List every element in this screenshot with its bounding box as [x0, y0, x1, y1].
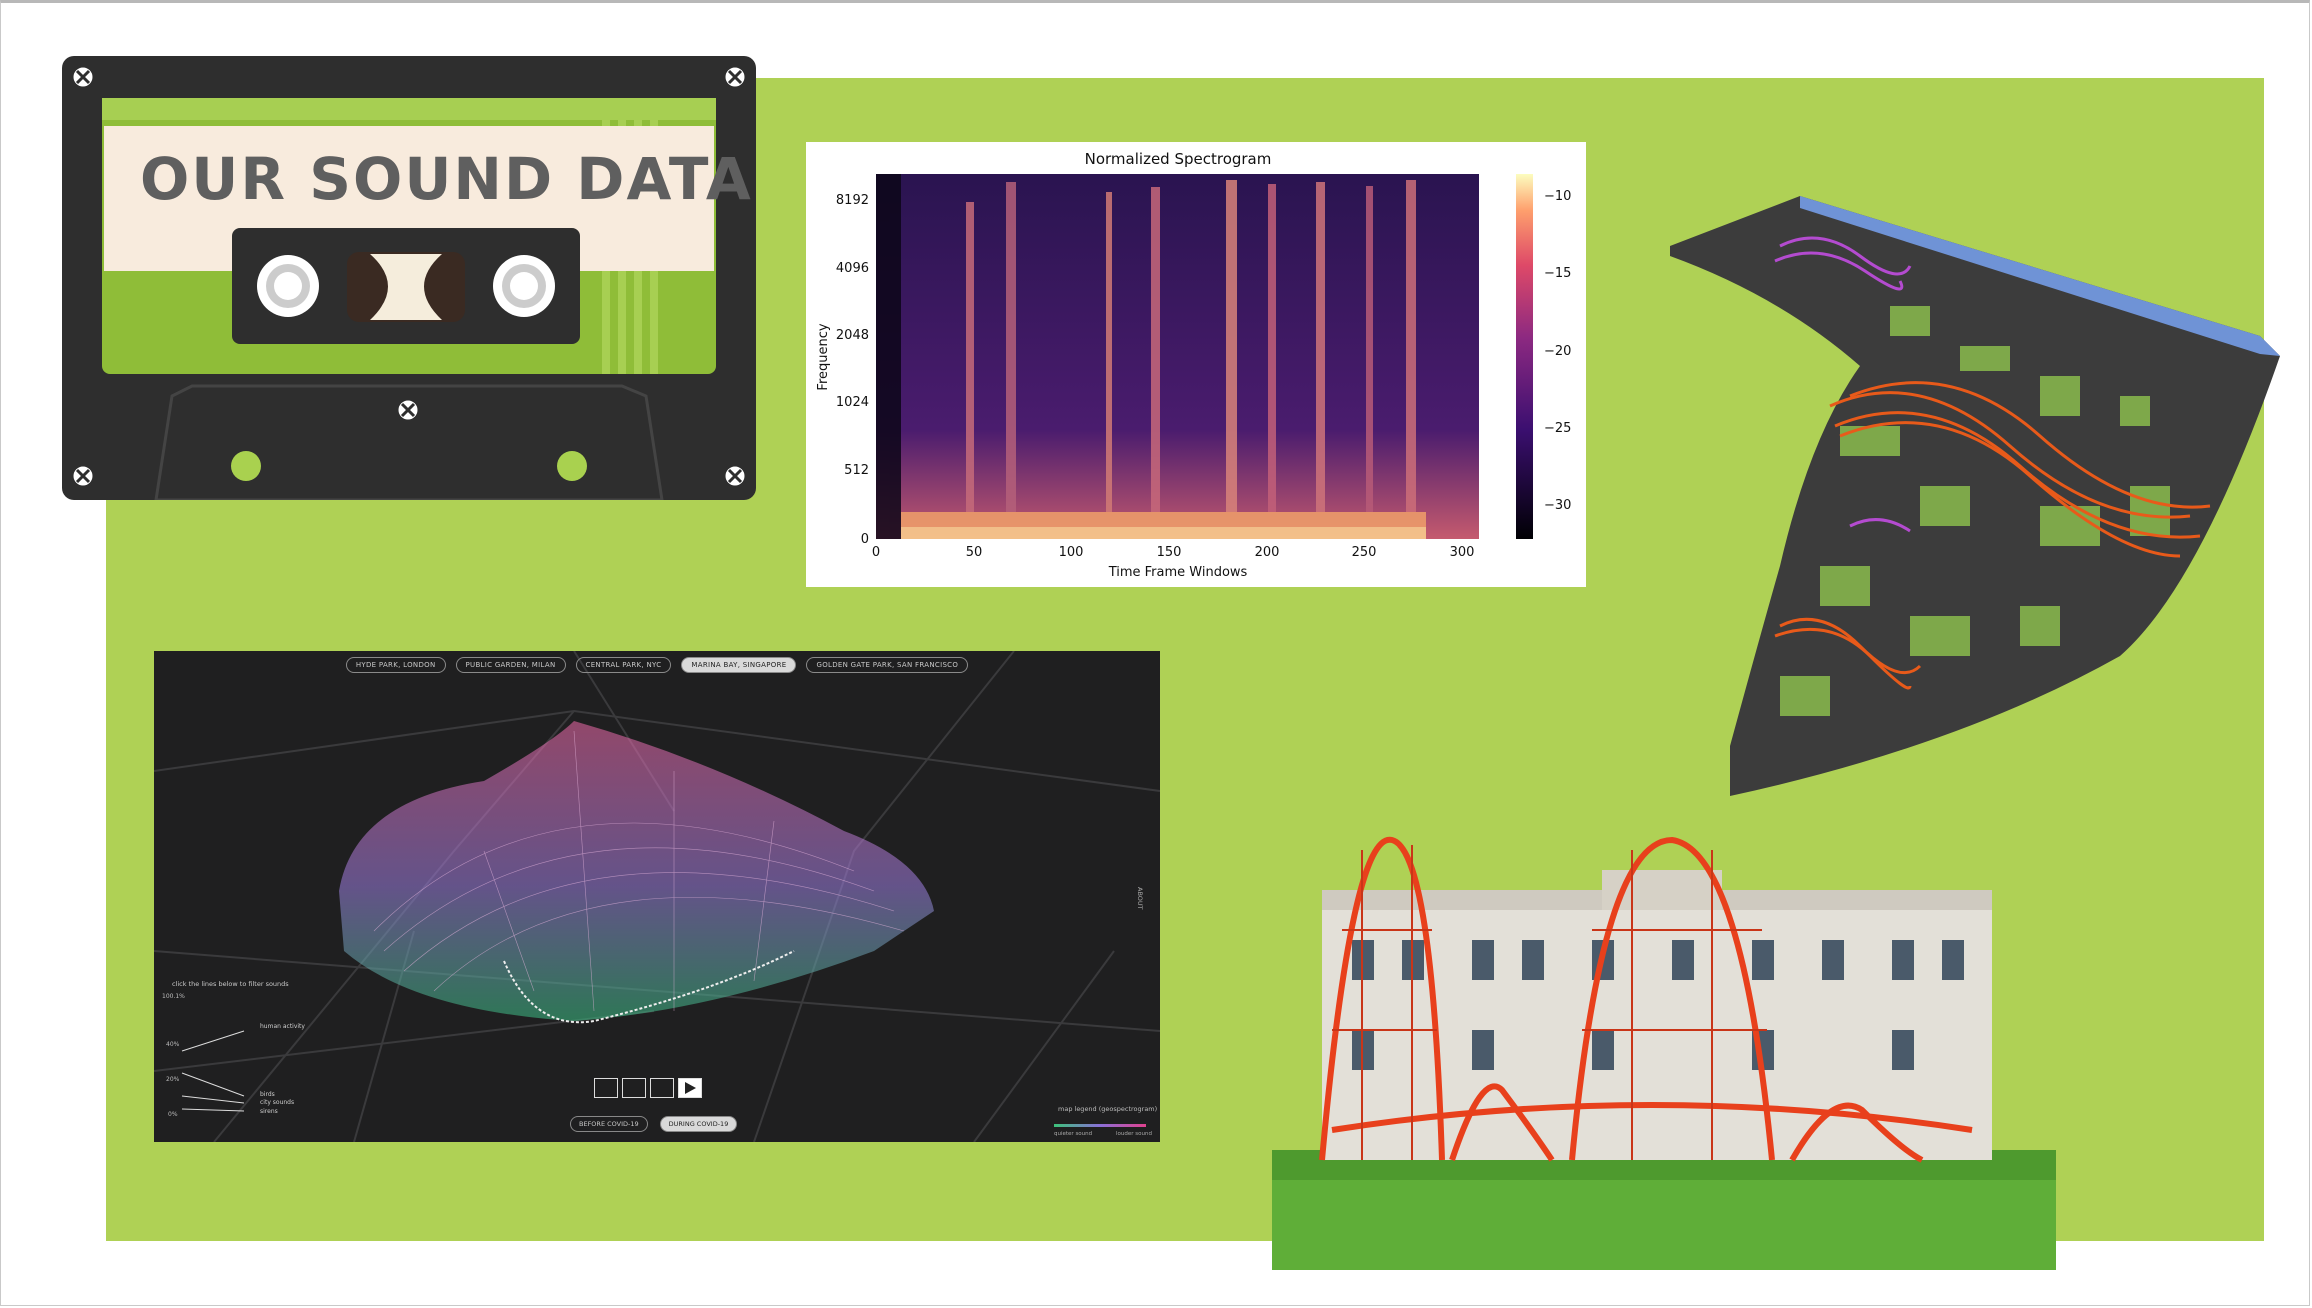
y-tick: 512 [844, 463, 869, 478]
x-tick: 100 [1059, 545, 1084, 560]
red-sculpture [1319, 836, 1973, 1163]
filter-line-birds[interactable]: birds [260, 1091, 275, 1098]
filter-line-human-activity[interactable]: human activity [260, 1023, 305, 1030]
legend-axis-label: 20% [166, 1076, 180, 1083]
colorbar-tick: −30 [1544, 498, 1571, 513]
filter-legend-title: click the lines below to filter sounds [172, 980, 289, 988]
map-legend-gradient [1054, 1124, 1146, 1127]
sound-mesh-surface [339, 721, 934, 1021]
campus-sound-map-graphic [1660, 186, 2290, 802]
colorbar-tick: −10 [1544, 189, 1571, 204]
colorbar [1516, 174, 1533, 539]
spectrogram-xlabel: Time Frame Windows [1108, 565, 1248, 580]
tab-public-garden[interactable]: PUBLIC GARDEN, MILAN [455, 657, 566, 673]
play-icon [685, 1082, 696, 1094]
loud-sound-ribbons [1774, 381, 2211, 690]
colorbar-tick: −20 [1544, 344, 1571, 359]
play-button[interactable] [678, 1078, 702, 1098]
building-sculpture-photo [1272, 830, 2056, 1270]
legend-axis-label: 0% [168, 1111, 178, 1118]
x-tick: 200 [1255, 545, 1280, 560]
spectrogram-figure: Normalized Spectrogram 0 512 1024 2048 4… [806, 142, 1586, 587]
during-covid-button[interactable]: DURING COVID-19 [659, 1116, 738, 1132]
x-tick: 150 [1157, 545, 1182, 560]
spectrogram-title: Normalized Spectrogram [1085, 150, 1272, 168]
spectrogram-ylabel: Frequency [816, 323, 831, 390]
tab-hyde-park[interactable]: HYDE PARK, LONDON [345, 657, 446, 673]
legend-axis-label: 40% [166, 1041, 180, 1048]
spectrogram-bands [876, 174, 1426, 539]
tab-golden-gate-park[interactable]: GOLDEN GATE PARK, SAN FRANCISCO [806, 657, 969, 673]
legend-axis-label: 100.1% [162, 993, 185, 1000]
x-tick: 300 [1450, 545, 1475, 560]
period-toggle: BEFORE COVID-19 DURING COVID-19 [570, 1116, 738, 1132]
x-tick: 250 [1352, 545, 1377, 560]
map-legend-low-label: quieter sound [1054, 1131, 1093, 1137]
geospectrogram-screenshot: HYDE PARK, LONDON PUBLIC GARDEN, MILAN C… [154, 651, 1160, 1142]
filter-line-sirens[interactable]: sirens [260, 1108, 278, 1115]
playback-controls [594, 1078, 702, 1098]
quiet-sound-ribbons [1774, 236, 1912, 533]
x-tick: 0 [872, 545, 880, 560]
area-shape-button-2[interactable] [622, 1078, 646, 1098]
x-tick: 50 [966, 545, 983, 560]
colorbar-tick: −25 [1544, 421, 1571, 436]
location-tabs: HYDE PARK, LONDON PUBLIC GARDEN, MILAN C… [154, 657, 1160, 673]
filter-line-city-sounds[interactable]: city sounds [260, 1099, 295, 1106]
about-link[interactable]: ABOUT [1136, 887, 1144, 910]
map-legend-high-label: louder sound [1116, 1131, 1152, 1137]
tab-marina-bay[interactable]: MARINA BAY, SINGAPORE [681, 657, 797, 673]
before-covid-button[interactable]: BEFORE COVID-19 [570, 1116, 648, 1132]
y-tick: 0 [861, 532, 869, 547]
area-shape-button-3[interactable] [650, 1078, 674, 1098]
slide-title: OUR SOUND DATA [140, 145, 753, 213]
spectrogram-plot-area [876, 174, 1479, 539]
y-tick: 8192 [836, 193, 869, 208]
map-legend-title: map legend (geospectrogram) [1058, 1105, 1158, 1113]
area-shape-button-1[interactable] [594, 1078, 618, 1098]
y-tick: 4096 [836, 261, 869, 276]
cassette-tape-graphic [62, 56, 756, 502]
y-tick: 2048 [836, 328, 869, 343]
y-tick: 1024 [836, 395, 869, 410]
colorbar-tick: −15 [1544, 266, 1571, 281]
tab-central-park[interactable]: CENTRAL PARK, NYC [575, 657, 672, 673]
